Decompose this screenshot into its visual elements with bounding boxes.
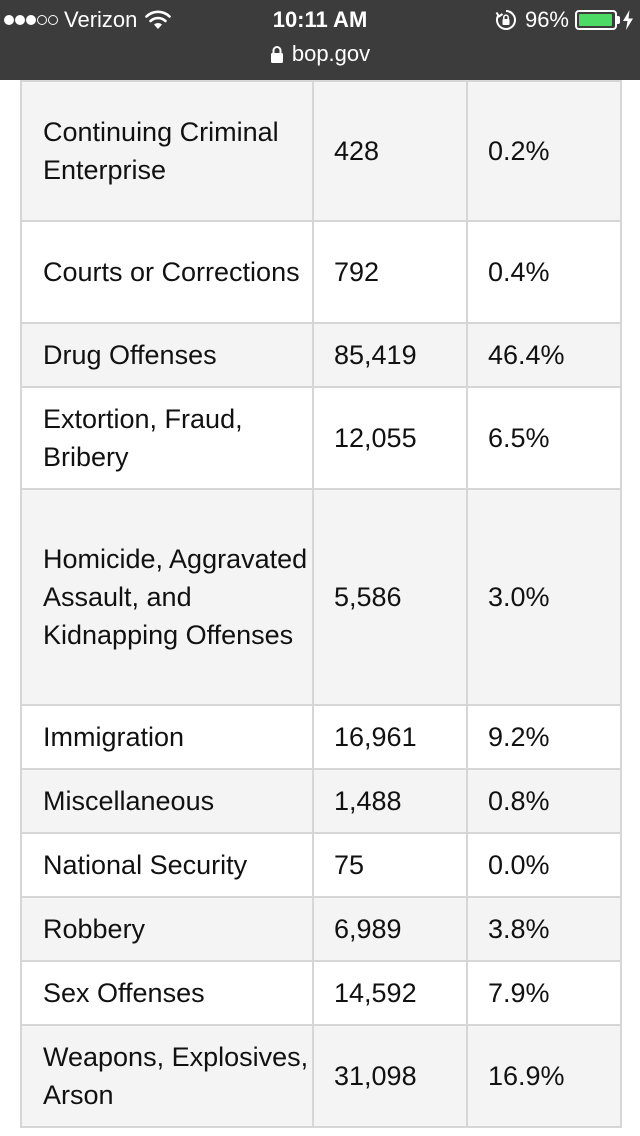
count-cell: 428 <box>312 80 468 222</box>
offense-cell: Courts or Corrections <box>20 220 314 324</box>
status-left: Verizon <box>4 6 172 34</box>
offense-cell: Miscellaneous <box>20 768 314 834</box>
url-text[interactable]: bop.gov <box>291 41 371 66</box>
status-right: 96% <box>495 6 634 34</box>
table-row: Homicide, Aggravated Assault, and Kidnap… <box>20 488 622 706</box>
percent-cell: 16.9% <box>466 1024 622 1128</box>
offense-cell: Immigration <box>20 704 314 770</box>
offense-table: Continuing Criminal Enterprise 428 0.2% Cou… <box>20 80 622 1128</box>
percent-cell: 0.2% <box>466 80 622 222</box>
rotation-lock-icon <box>495 10 516 30</box>
offense-cell: Weapons, Explosives, Arson <box>20 1024 314 1128</box>
count-cell: 5,586 <box>312 488 468 706</box>
percent-cell: 3.0% <box>466 488 622 706</box>
count-cell: 16,961 <box>312 704 468 770</box>
count-cell: 75 <box>312 832 468 898</box>
table-row: Extortion, Fraud, Bribery 12,055 6.5% <box>20 386 622 490</box>
percent-cell: 9.2% <box>466 704 622 770</box>
count-cell: 792 <box>312 220 468 324</box>
table-row: Weapons, Explosives, Arson 31,098 16.9% <box>20 1024 622 1128</box>
offense-cell: Homicide, Aggravated Assault, and Kidnap… <box>20 488 314 706</box>
battery-icon <box>575 10 617 30</box>
percent-cell: 6.5% <box>466 386 622 490</box>
table-row: Sex Offenses 14,592 7.9% <box>20 960 622 1026</box>
carrier-name: Verizon <box>64 7 138 32</box>
battery-tip <box>617 16 620 24</box>
table-row: Robbery 6,989 3.8% <box>20 896 622 962</box>
percent-cell: 46.4% <box>466 322 622 388</box>
count-cell: 14,592 <box>312 960 468 1026</box>
offense-cell: Drug Offenses <box>20 322 314 388</box>
battery-percent: 96% <box>524 7 569 32</box>
offense-cell: Extortion, Fraud, Bribery <box>20 386 314 490</box>
offense-cell: Continuing Criminal Enterprise <box>20 80 314 222</box>
table-row: Miscellaneous 1,488 0.8% <box>20 768 622 834</box>
battery-level-fill <box>579 14 612 26</box>
count-cell: 6,989 <box>312 896 468 962</box>
percent-cell: 0.4% <box>466 220 622 324</box>
offense-table-container: Continuing Criminal Enterprise 428 0.2% Cou… <box>20 80 622 1128</box>
padlock-icon <box>270 46 283 63</box>
percent-cell: 0.0% <box>466 832 622 898</box>
table-row: National Security 75 0.0% <box>20 832 622 898</box>
status-bar: Verizon 10:11 AM 96% bop.gov <box>0 0 640 80</box>
table-row: Drug Offenses 85,419 46.4% <box>20 322 622 388</box>
offense-cell: Robbery <box>20 896 314 962</box>
count-cell: 85,419 <box>312 322 468 388</box>
table-row: Immigration 16,961 9.2% <box>20 704 622 770</box>
table-row: Continuing Criminal Enterprise 428 0.2% <box>20 80 622 222</box>
offense-cell: Sex Offenses <box>20 960 314 1026</box>
percent-cell: 3.8% <box>466 896 622 962</box>
count-cell: 12,055 <box>312 386 468 490</box>
percent-cell: 0.8% <box>466 768 622 834</box>
wifi-icon <box>145 10 172 29</box>
count-cell: 1,488 <box>312 768 468 834</box>
table-row: Courts or Corrections 792 0.4% <box>20 220 622 324</box>
charging-bolt-icon <box>623 10 633 30</box>
signal-strength-icon <box>4 15 58 25</box>
count-cell: 31,098 <box>312 1024 468 1128</box>
status-time: 10:11 AM <box>272 7 368 32</box>
address-bar[interactable]: bop.gov <box>0 40 640 68</box>
offense-cell: National Security <box>20 832 314 898</box>
percent-cell: 7.9% <box>466 960 622 1026</box>
